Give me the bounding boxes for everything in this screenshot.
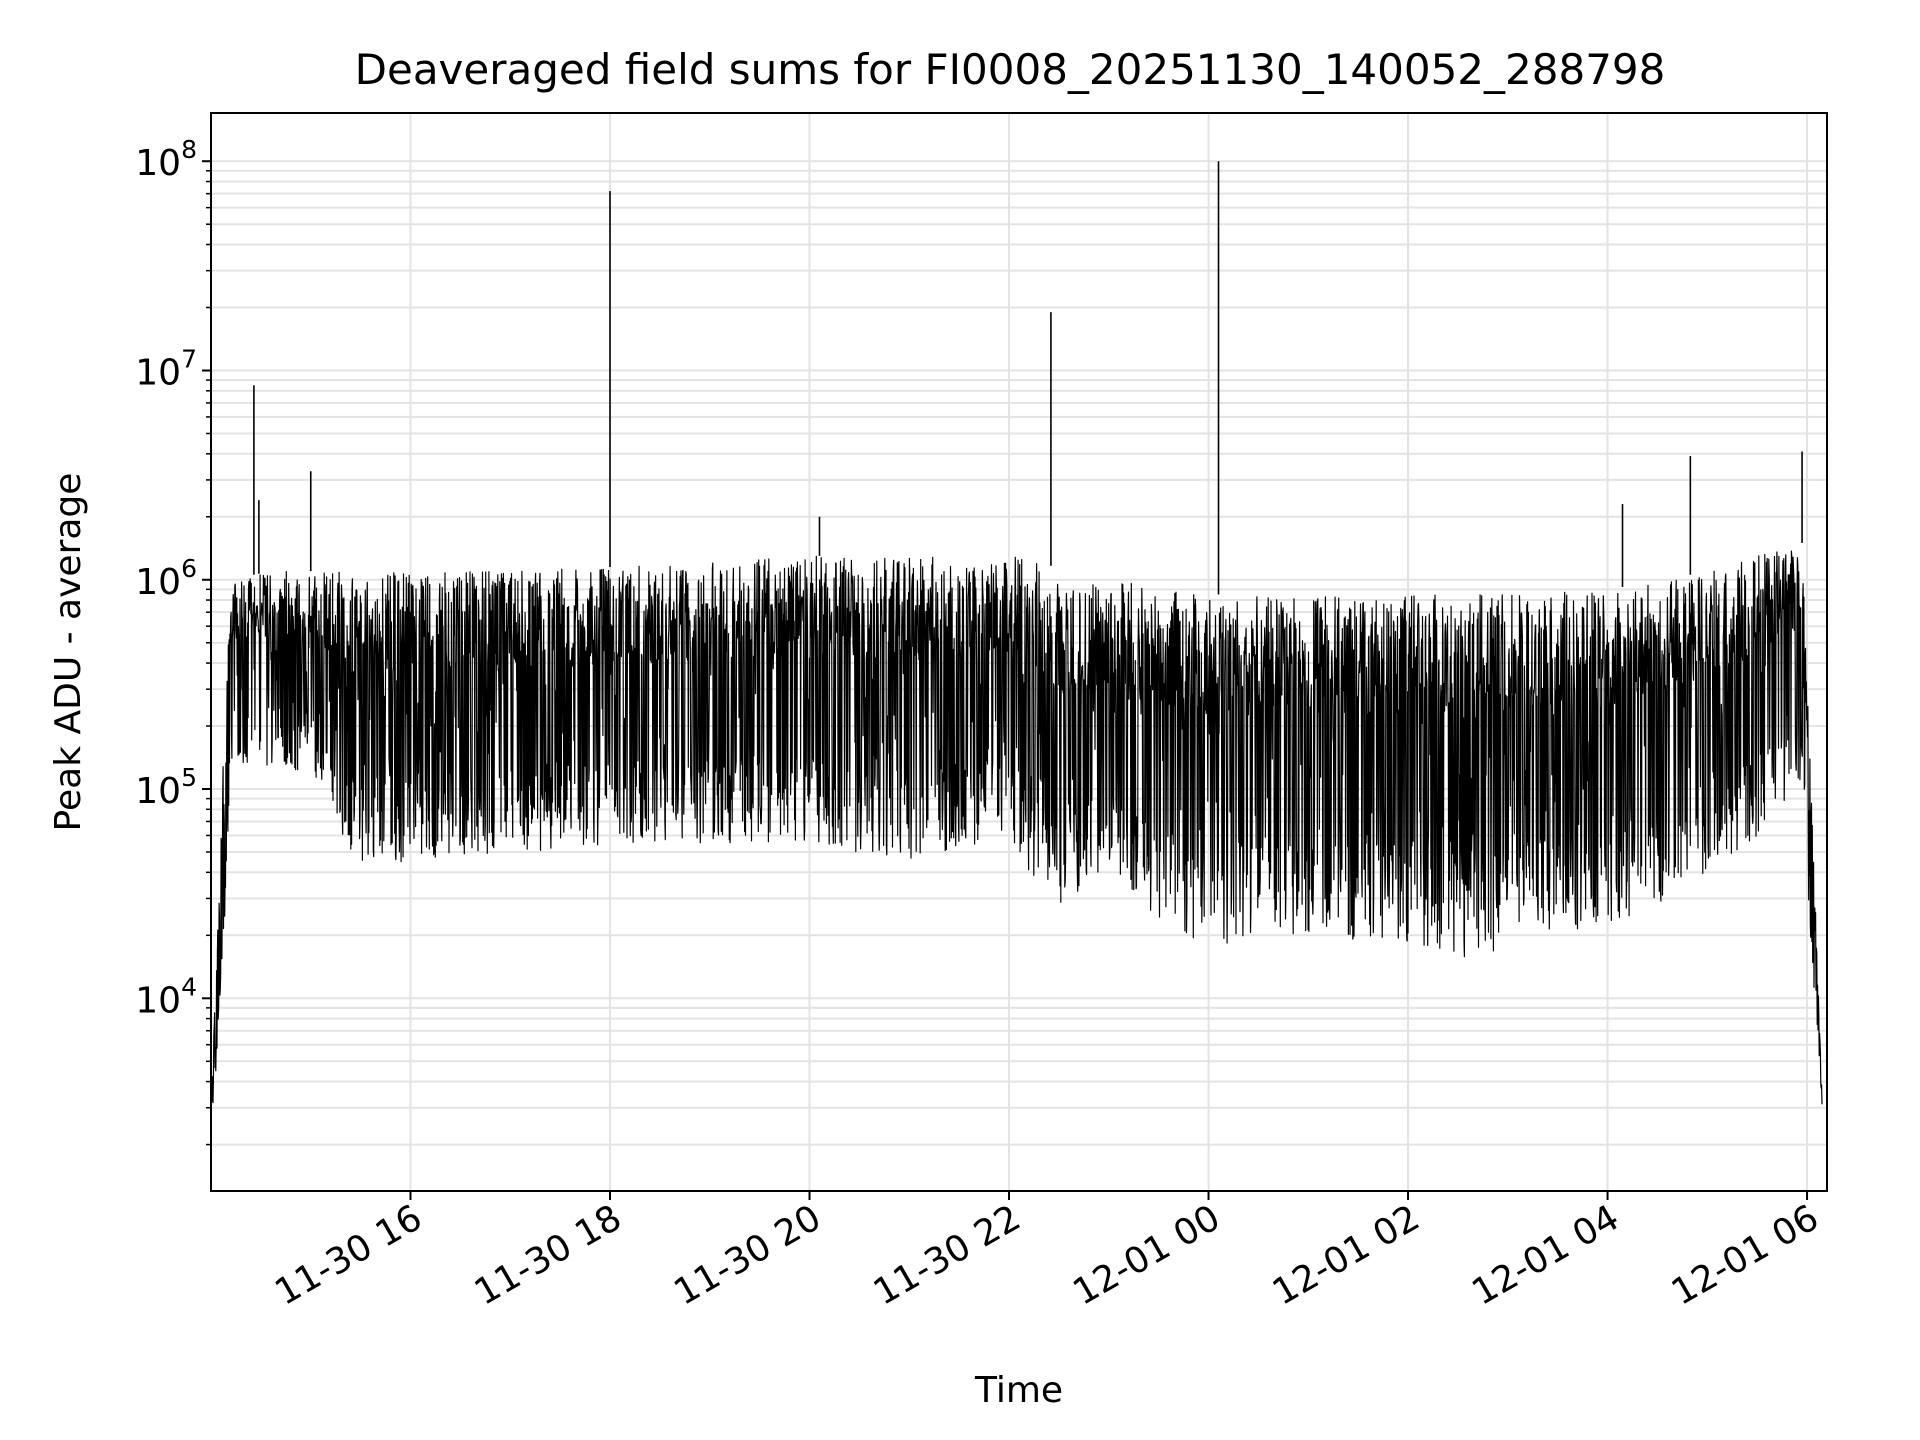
- x-axis-label: Time: [974, 1370, 1063, 1411]
- y-tick-base: 10: [135, 771, 181, 812]
- y-tick-exponent: 6: [181, 554, 197, 583]
- chart-title: Deaveraged field sums for FI0008_2025113…: [355, 45, 1666, 94]
- series-line: [210, 550, 1823, 1125]
- y-tick-base: 10: [135, 980, 181, 1021]
- y-tick-label: 108: [135, 135, 197, 184]
- y-tick-exponent: 4: [181, 972, 197, 1001]
- y-tick-base: 10: [135, 143, 181, 184]
- y-tick-exponent: 8: [181, 135, 197, 164]
- y-tick-label: 107: [135, 344, 197, 393]
- y-tick-label: 106: [135, 554, 197, 603]
- y-tick-exponent: 7: [181, 344, 197, 373]
- plot-frame: [210, 112, 1828, 1192]
- y-tick-label: 104: [135, 972, 197, 1021]
- y-tick-base: 10: [135, 562, 181, 603]
- series: [210, 161, 1823, 1125]
- y-axis-label: Peak ADU - average: [48, 473, 89, 832]
- y-tick-exponent: 5: [181, 763, 197, 792]
- y-tick-base: 10: [135, 352, 181, 393]
- y-tick-label: 105: [135, 763, 197, 812]
